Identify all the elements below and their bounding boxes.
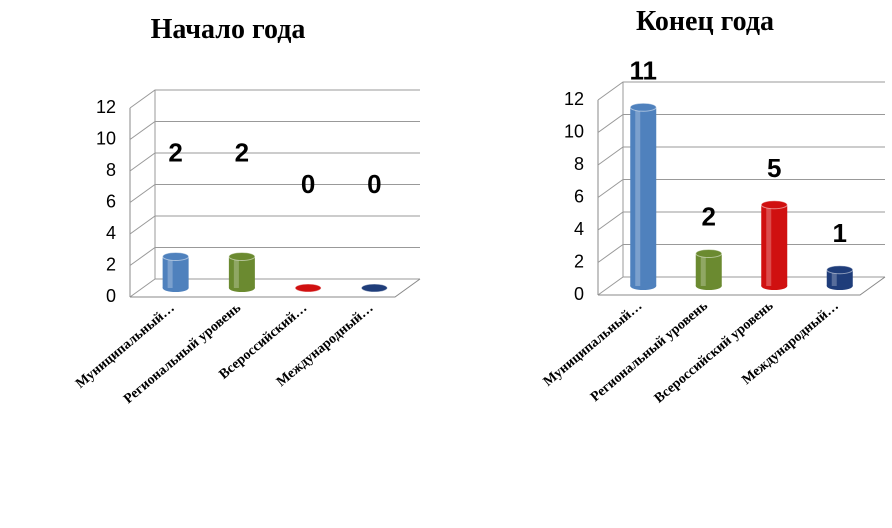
bar-bottom: [630, 282, 657, 290]
bar: [826, 265, 854, 290]
floor: [598, 276, 886, 296]
bar-top: [294, 283, 322, 293]
chart-title: Начало года: [151, 14, 306, 45]
bar: [760, 200, 788, 290]
bar: [162, 252, 190, 292]
y-tick-label: 0: [106, 286, 116, 306]
value-label: 11: [630, 55, 658, 85]
bar-shine: [700, 253, 706, 286]
y-tick-label: 8: [106, 160, 116, 180]
bar-body: [826, 269, 853, 286]
y-tick-label: 0: [574, 284, 584, 304]
x-tick-label: Всероссийский уровень: [652, 298, 777, 406]
value-label: 0: [301, 169, 315, 199]
bar-body: [228, 256, 255, 288]
value-label: 1: [833, 218, 847, 248]
bar: [629, 102, 657, 290]
bar-shine: [167, 256, 173, 288]
bar-shine: [635, 107, 641, 286]
y-tick-label: 8: [574, 154, 584, 174]
bar: [695, 249, 723, 290]
y-tick-label: 10: [96, 128, 116, 148]
y-tick-label: 6: [106, 191, 116, 211]
y-tick-label: 6: [574, 186, 584, 206]
bar-bottom: [761, 282, 788, 290]
bar-bottom: [228, 284, 255, 292]
y-tick-label: 12: [96, 97, 116, 117]
bar-top: [826, 265, 854, 275]
y-tick-label: 4: [106, 223, 116, 243]
bar-top: [695, 249, 723, 258]
bar-top: [760, 200, 788, 210]
bar-shine: [831, 269, 837, 286]
y-tick-label: 2: [574, 251, 584, 271]
x-tick-label: Региональный уровень: [121, 300, 244, 407]
y-tick-label: 12: [564, 89, 584, 109]
bar-bottom: [826, 282, 853, 290]
bar: [294, 283, 322, 293]
grid-line: [129, 89, 420, 109]
y-tick-label: 4: [574, 219, 584, 239]
chart-title: Конец года: [636, 6, 774, 37]
y-tick-label: 2: [106, 254, 116, 274]
bar-top: [629, 102, 657, 112]
bar-top: [162, 252, 190, 261]
bar: [360, 283, 388, 293]
value-label: 2: [235, 138, 249, 168]
bar-body: [630, 107, 657, 286]
value-label: 2: [168, 138, 182, 168]
bar-body: [695, 253, 722, 286]
bar-bottom: [695, 282, 722, 290]
grid-line: [129, 215, 420, 235]
bar-top: [228, 252, 256, 261]
value-label: 2: [702, 202, 716, 232]
bar: [228, 252, 256, 292]
bar-shine: [233, 256, 239, 288]
bar-body: [761, 204, 788, 286]
bar-bottom: [162, 284, 189, 292]
value-label: 5: [767, 153, 781, 183]
x-tick-label: Региональный уровень: [588, 298, 711, 405]
floor: [130, 278, 421, 298]
bar-shine: [766, 204, 772, 286]
value-label: 0: [367, 169, 381, 199]
bar-body: [162, 256, 189, 288]
y-tick-label: 10: [564, 121, 584, 141]
bar-top: [360, 283, 388, 293]
